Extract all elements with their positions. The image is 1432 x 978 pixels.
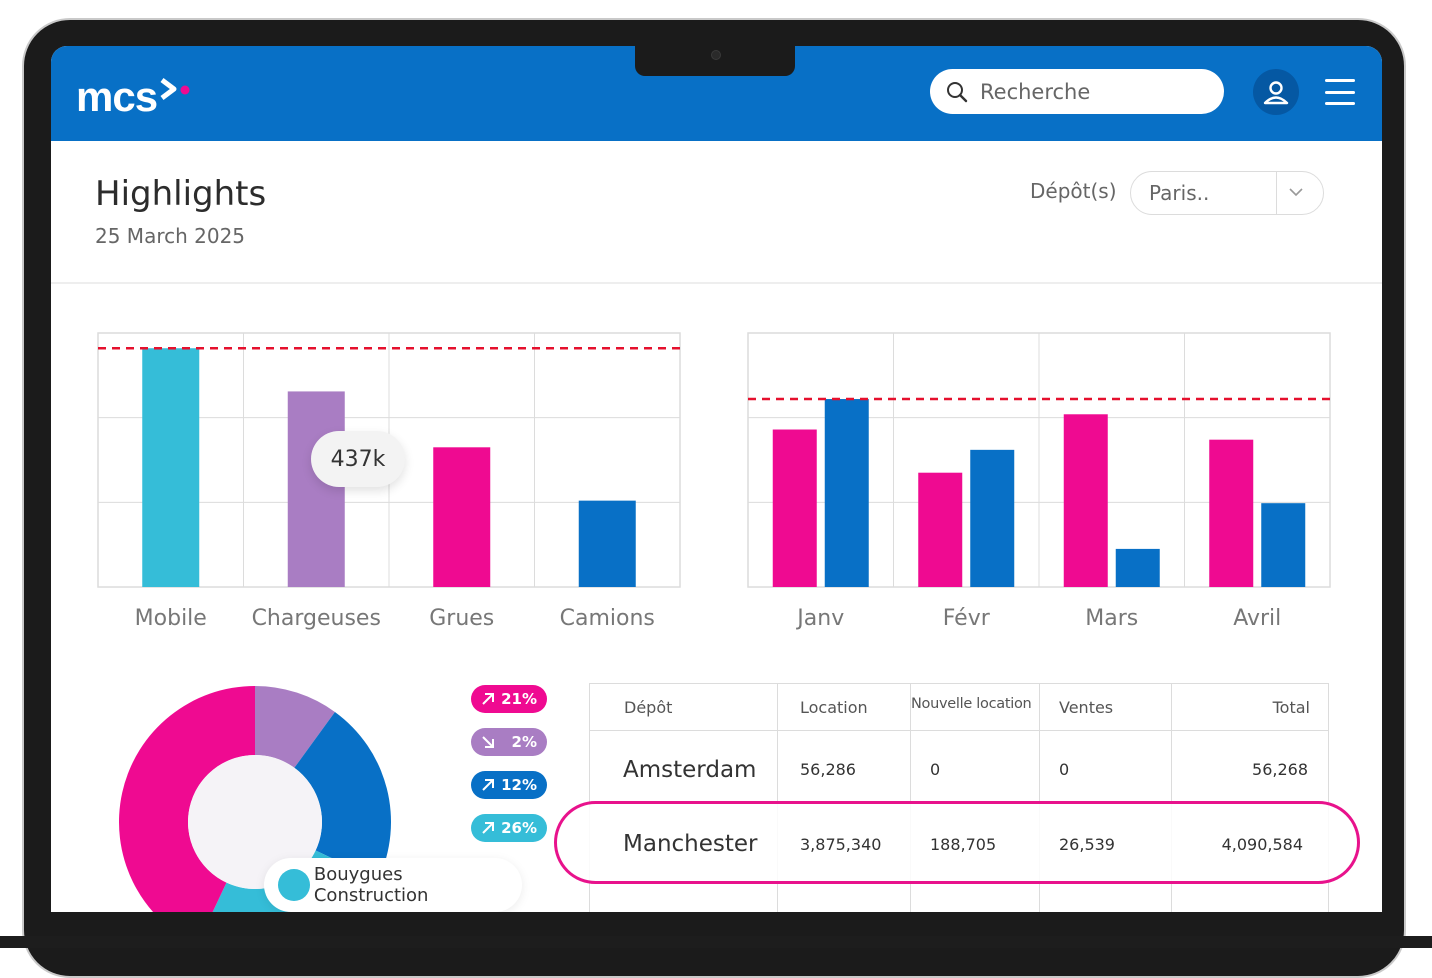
col-header-depot[interactable]: Dépôt (624, 698, 673, 717)
camera-notch (635, 46, 795, 76)
search-input[interactable] (978, 78, 1202, 105)
category-bar-chart: Mobile Chargeuses Grues Camions (97, 332, 681, 632)
bar[interactable] (287, 391, 345, 587)
hamburger-menu-icon[interactable] (1325, 79, 1355, 105)
col-header-total[interactable]: Total (1272, 698, 1310, 717)
trend-value: 26% (501, 819, 537, 837)
monthly-bar-chart-svg (747, 332, 1331, 588)
user-icon (1263, 81, 1289, 105)
logo-text: mcs (76, 73, 158, 120)
donut-hole (188, 755, 322, 889)
logo-arrow-icon (160, 78, 190, 100)
row-depot-name[interactable]: Manchester (623, 831, 758, 857)
mcs-logo[interactable]: mcs (76, 76, 192, 118)
bar[interactable] (1261, 503, 1306, 587)
bar[interactable] (1063, 414, 1108, 587)
x-tick-label: Mars (1085, 606, 1139, 631)
header-divider (51, 282, 1382, 284)
row-ventes: 0 (1059, 760, 1070, 779)
row-ventes: 26,539 (1059, 835, 1115, 854)
donut-slice[interactable] (119, 686, 255, 912)
row-location: 56,286 (800, 760, 856, 779)
user-avatar-button[interactable] (1253, 69, 1299, 115)
x-tick-label: Chargeuses (251, 606, 381, 631)
monthly-bar-chart: Janv Févr Mars Avril (747, 332, 1331, 632)
trend-badge: 21% (471, 685, 547, 713)
bar[interactable] (142, 348, 200, 587)
row-nouvelle-location: 188,705 (930, 835, 997, 854)
x-tick-label: Mobile (134, 606, 207, 631)
trend-down-arrow-icon (482, 736, 494, 748)
trend-up-arrow-icon (482, 693, 494, 705)
legend-color-dot (278, 869, 310, 901)
donut-legend-item[interactable]: Bouygues Construction (264, 858, 522, 912)
trend-value: 12% (501, 776, 537, 794)
trend-up-arrow-icon (482, 822, 494, 834)
trend-value: 21% (501, 690, 537, 708)
search-bar[interactable] (930, 69, 1224, 114)
row-nouvelle-location: 0 (930, 760, 941, 779)
depot-table: Dépôt Location Nouvelle location Ventes … (589, 683, 1329, 912)
bar[interactable] (918, 472, 963, 587)
x-tick-label: Grues (429, 606, 495, 631)
laptop-base (0, 936, 1432, 948)
depot-select[interactable]: Paris.. (1130, 171, 1324, 215)
row-total: 56,268 (1252, 760, 1308, 779)
page-date: 25 March 2025 (95, 224, 246, 248)
bar[interactable] (1115, 548, 1160, 587)
col-header-location[interactable]: Location (800, 698, 868, 717)
x-tick-label: Févr (942, 606, 990, 631)
row-location: 3,875,340 (800, 835, 882, 854)
depot-select-value: Paris.. (1149, 181, 1210, 205)
tooltip-value: 437k (330, 446, 386, 472)
row-depot-name[interactable]: Amsterdam (623, 757, 757, 783)
camera-icon (711, 50, 721, 60)
chevron-down-icon[interactable] (1289, 187, 1303, 197)
donut-slice[interactable] (294, 711, 391, 880)
bar[interactable] (1209, 439, 1254, 587)
x-tick-label: Janv (797, 606, 845, 631)
row-total: 4,090,584 (1221, 835, 1303, 854)
x-tick-label: Camions (559, 606, 655, 631)
bar[interactable] (772, 429, 817, 587)
bar[interactable] (433, 447, 491, 587)
bar[interactable] (824, 399, 869, 587)
trend-badge: 12% (471, 771, 547, 799)
search-icon (947, 81, 968, 102)
bar[interactable] (578, 500, 636, 587)
col-header-ventes[interactable]: Ventes (1059, 698, 1114, 717)
category-bar-chart-svg (97, 332, 681, 588)
col-header-nouvelle-location[interactable]: Nouvelle location (911, 696, 1032, 712)
trend-badge: 2% (471, 728, 547, 756)
bar[interactable] (970, 449, 1015, 587)
legend-label: Bouygues Construction (313, 864, 429, 906)
donut-slice[interactable] (255, 686, 335, 768)
depot-filter-label: Dépôt(s) (1030, 179, 1117, 203)
trend-up-arrow-icon (482, 779, 494, 791)
x-tick-label: Avril (1233, 606, 1282, 631)
app-screen: mcs Highlights 25 March 2025 Dépôt(s) (51, 46, 1382, 912)
bar-tooltip: 437k (311, 431, 405, 487)
highlighted-table-row[interactable]: Manchester 3,875,340 188,705 26,539 4,09… (554, 801, 1360, 884)
trend-value: 2% (511, 733, 537, 751)
trend-badge: 26% (471, 814, 547, 842)
page-title: Highlights (95, 174, 267, 214)
